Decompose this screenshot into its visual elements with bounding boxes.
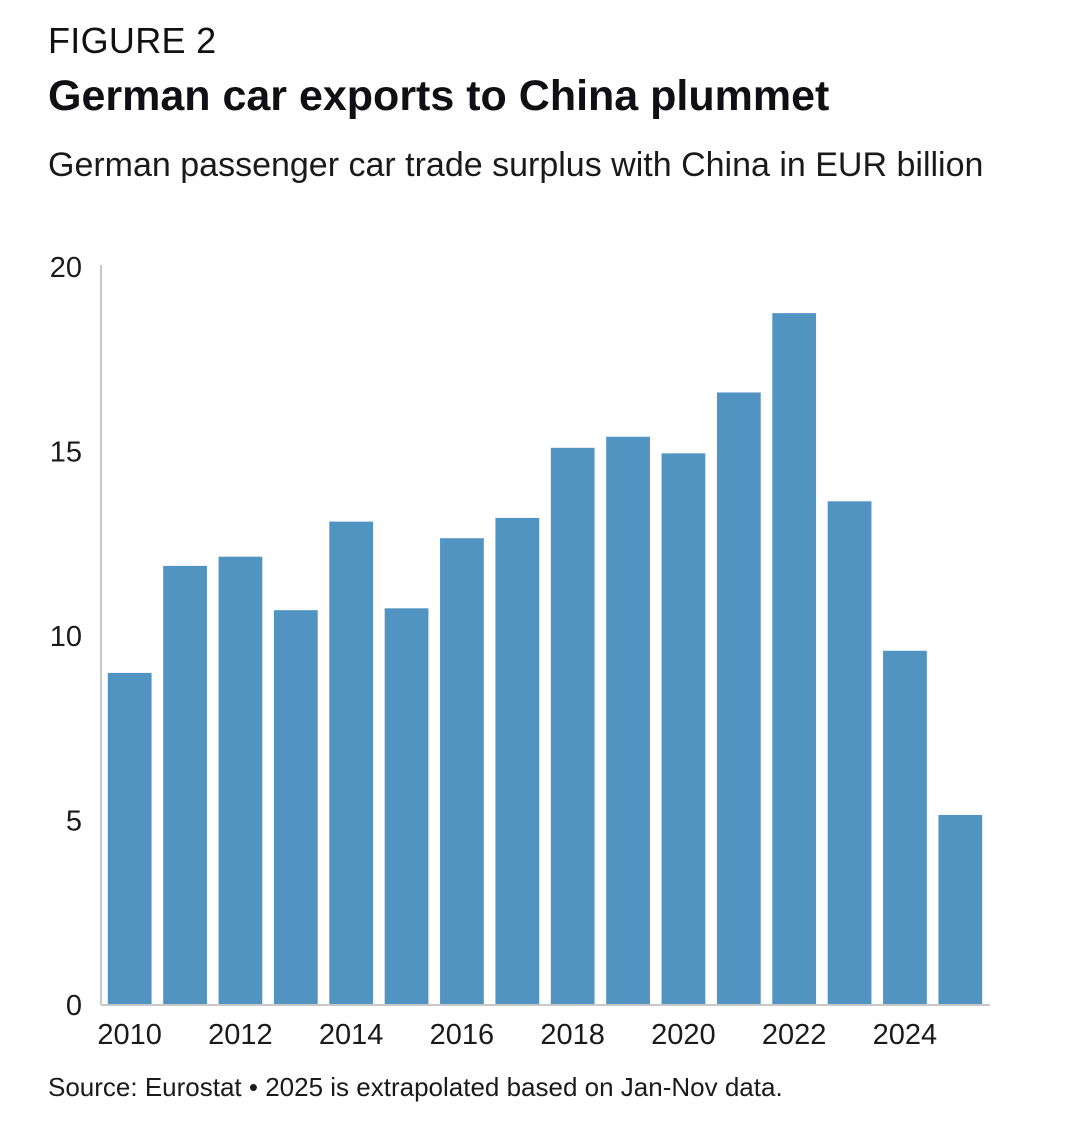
x-tick-label: 2024 — [873, 1019, 938, 1051]
bar-2025 — [938, 814, 983, 1005]
figure-label: FIGURE 2 — [48, 20, 217, 61]
bar-2018 — [550, 447, 595, 1005]
y-tick-label: 10 — [50, 621, 82, 653]
bar-2010 — [107, 672, 152, 1005]
x-axis-ticks: 2010 2012 2014 2016 2018 2020 2022 2024 — [97, 1019, 937, 1051]
bar-2021 — [716, 392, 761, 1005]
bar-2012 — [218, 556, 263, 1005]
axes — [100, 265, 990, 1006]
y-tick-label: 20 — [50, 252, 82, 284]
bar-2011 — [163, 565, 207, 1005]
bar-2024 — [883, 650, 927, 1005]
x-tick-label: 2022 — [762, 1019, 827, 1051]
bar-chart: 0 5 10 15 20 2010 2012 2014 2016 2018 2020 2022 202… — [50, 252, 990, 1051]
bar-2015 — [384, 608, 429, 1005]
bars — [107, 313, 983, 1006]
bar-2023 — [827, 501, 872, 1005]
chart-title: German car exports to China plummet — [48, 72, 830, 120]
x-tick-label: 2020 — [651, 1019, 716, 1051]
x-tick-label: 2012 — [208, 1019, 273, 1051]
x-tick-label: 2014 — [319, 1019, 384, 1051]
bar-2019 — [606, 436, 650, 1005]
y-axis-ticks: 0 5 10 15 20 — [50, 252, 82, 1022]
bar-2017 — [495, 517, 540, 1005]
x-tick-label: 2010 — [97, 1019, 162, 1051]
source-note: Source: Eurostat • 2025 is extrapolated … — [48, 1072, 783, 1102]
bar-2016 — [440, 538, 484, 1005]
chart-subtitle: German passenger car trade surplus with … — [48, 146, 984, 184]
bar-2020 — [661, 453, 706, 1006]
y-tick-label: 0 — [66, 990, 82, 1022]
bar-2013 — [273, 610, 318, 1005]
bar-2022 — [772, 313, 817, 1006]
y-tick-label: 15 — [50, 437, 82, 469]
y-tick-label: 5 — [66, 806, 82, 838]
x-tick-label: 2016 — [430, 1019, 495, 1051]
x-tick-label: 2018 — [540, 1019, 605, 1051]
bar-2014 — [329, 521, 374, 1005]
